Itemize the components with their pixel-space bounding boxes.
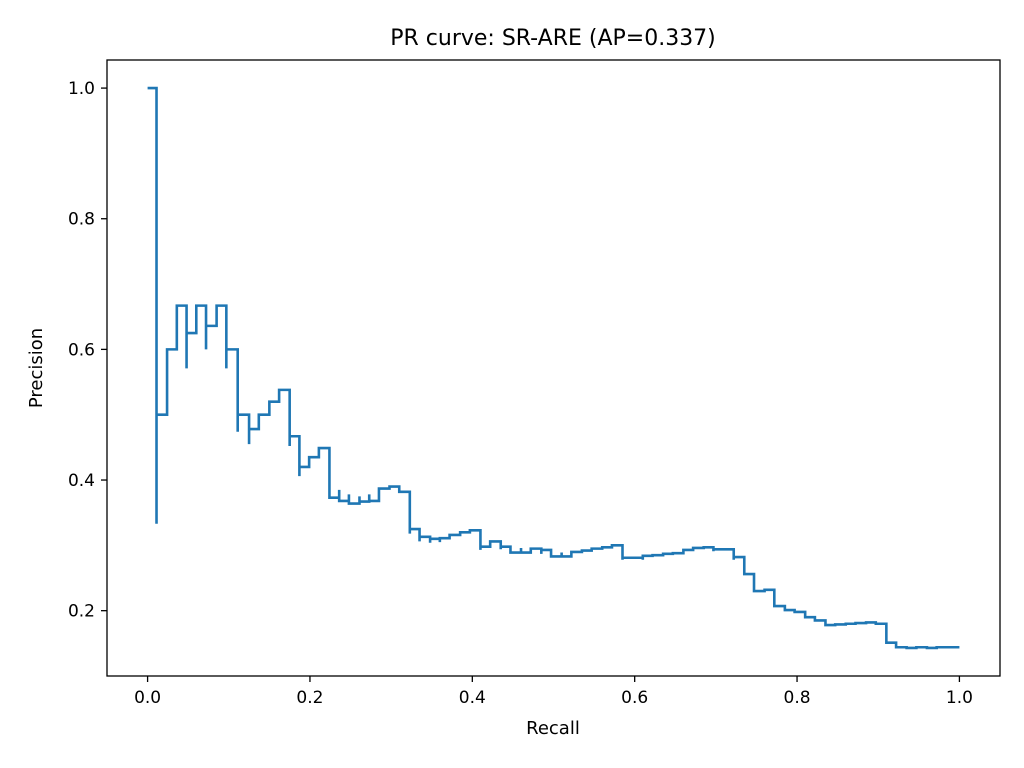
y-axis-ticks: 0.2 0.4 0.6 0.8 1.0 bbox=[68, 79, 107, 622]
y-axis-label: Precision bbox=[26, 328, 47, 408]
x-tick-label: 0.4 bbox=[459, 688, 486, 708]
x-tick-label: 0.0 bbox=[134, 688, 161, 708]
pr-curve-line bbox=[147, 86, 960, 650]
axes-frame bbox=[106, 59, 1001, 677]
chart-title: PR curve: SR-ARE (AP=0.337) bbox=[390, 26, 716, 51]
x-tick-label: 1.0 bbox=[946, 688, 973, 708]
x-tick-label: 0.6 bbox=[621, 688, 648, 708]
x-tick-label: 0.8 bbox=[784, 688, 811, 708]
x-axis-ticks: 0.0 0.2 0.4 0.6 0.8 1.0 bbox=[134, 676, 973, 708]
y-tick-label: 0.8 bbox=[68, 210, 95, 230]
y-tick-label: 1.0 bbox=[68, 79, 95, 99]
x-tick-label: 0.2 bbox=[296, 688, 323, 708]
y-tick-label: 0.4 bbox=[68, 471, 95, 491]
y-tick-label: 0.6 bbox=[68, 340, 95, 360]
y-tick-label: 0.2 bbox=[68, 602, 95, 622]
x-axis-label: Recall bbox=[526, 718, 580, 739]
